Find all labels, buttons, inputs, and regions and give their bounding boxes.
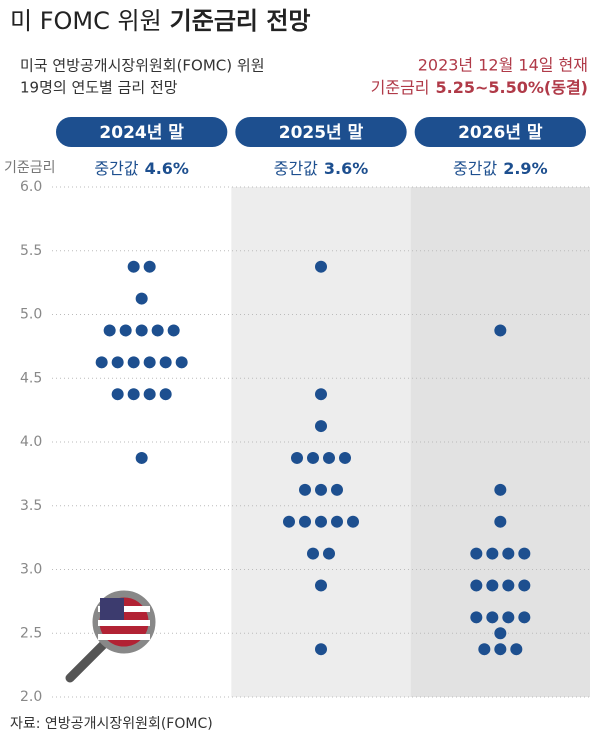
icon-stripe <box>98 620 150 626</box>
y-tick-label: 3.5 <box>20 498 42 514</box>
y-tick-label: 4.5 <box>20 370 42 386</box>
column-header-label: 2024년 말 <box>99 122 184 143</box>
dot <box>167 324 180 337</box>
dot <box>494 483 507 496</box>
dot <box>315 515 327 528</box>
dot <box>315 483 327 496</box>
rate-value: 5.25~5.50%(동결) <box>436 78 588 97</box>
dot <box>143 356 156 369</box>
y-tick-label: 5.0 <box>20 307 42 323</box>
dot <box>502 547 515 560</box>
dot <box>159 388 172 401</box>
dot <box>347 515 359 528</box>
dot <box>95 356 108 369</box>
dot <box>299 483 311 496</box>
y-tick-label: 5.5 <box>20 243 42 259</box>
dot <box>307 451 319 464</box>
column-header <box>235 117 407 147</box>
subtitle: 19명의 연도별 금리 전망 <box>20 79 178 97</box>
dot <box>494 515 507 528</box>
dot <box>323 451 335 464</box>
dot <box>299 515 311 528</box>
y-axis-label: 기준금리 <box>4 160 56 176</box>
dot <box>331 483 343 496</box>
y-tick-label: 4.0 <box>20 434 42 450</box>
dot <box>518 547 531 560</box>
dot <box>135 451 148 464</box>
dot <box>315 420 327 433</box>
source: 자료: 연방공개시장위원회(FOMC) <box>10 716 213 732</box>
rate-note: 기준금리 5.25~5.50%(동결) <box>371 78 588 97</box>
dot <box>518 579 531 592</box>
dot <box>135 324 148 337</box>
median-prefix: 중간값 <box>94 159 138 178</box>
median-label: 중간값 2.9% <box>453 159 548 178</box>
dot <box>470 547 483 560</box>
dot <box>111 356 124 369</box>
dot <box>486 579 499 592</box>
y-tick-label: 2.5 <box>20 625 42 641</box>
dot <box>502 579 515 592</box>
dot <box>315 260 327 273</box>
dot <box>175 356 188 369</box>
dot <box>518 611 531 624</box>
dot <box>315 643 327 656</box>
dot <box>127 356 140 369</box>
median-value: 2.9% <box>503 159 547 178</box>
dot <box>291 451 303 464</box>
dot <box>494 324 507 337</box>
dot <box>159 356 172 369</box>
dot <box>283 515 295 528</box>
dot <box>486 547 499 560</box>
dot <box>315 388 327 401</box>
y-tick-label: 6.0 <box>20 179 42 195</box>
dot <box>502 611 515 624</box>
icon-handle <box>65 635 113 683</box>
chart-title: 미 FOMC 위원 기준금리 전망 <box>10 7 311 35</box>
median-value: 3.6% <box>324 159 368 178</box>
y-tick-label: 3.0 <box>20 562 42 578</box>
dot <box>510 643 523 656</box>
dot <box>339 451 351 464</box>
median-prefix: 중간값 <box>274 159 318 178</box>
dot <box>103 324 116 337</box>
dot <box>111 388 124 401</box>
dot <box>151 324 164 337</box>
dot <box>323 547 335 560</box>
dot <box>143 260 156 273</box>
dot <box>478 643 491 656</box>
date-note: 2023년 12월 14일 현재 <box>418 56 588 75</box>
dot <box>486 611 499 624</box>
icon-canton <box>100 598 124 620</box>
dot <box>315 579 327 592</box>
magnifier-icon <box>65 590 156 683</box>
column-header-label: 2025년 말 <box>279 122 364 143</box>
median-label: 중간값 3.6% <box>274 159 369 178</box>
median-prefix: 중간값 <box>453 159 497 178</box>
dot <box>470 579 483 592</box>
median-value: 4.6% <box>145 159 189 178</box>
dot <box>127 388 140 401</box>
dot <box>331 515 343 528</box>
dot <box>494 643 507 656</box>
median-label: 중간값 4.6% <box>94 159 189 178</box>
dot <box>307 547 319 560</box>
rate-label: 기준금리 <box>371 78 430 97</box>
title-light: 미 FOMC 위원 <box>10 7 162 35</box>
subtitle: 미국 연방공개시장위원회(FOMC) 위원 <box>20 57 265 75</box>
icon-stripe <box>98 634 150 640</box>
column-header-label: 2026년 말 <box>458 122 543 143</box>
dot <box>127 260 140 273</box>
dot <box>470 611 483 624</box>
title-bold: 기준금리 전망 <box>170 7 311 35</box>
dot <box>119 324 132 337</box>
dot <box>143 388 156 401</box>
dot <box>494 627 507 640</box>
column-header <box>56 117 228 147</box>
y-tick-label: 2.0 <box>20 689 42 705</box>
dot <box>135 292 148 305</box>
column-header <box>414 117 586 147</box>
